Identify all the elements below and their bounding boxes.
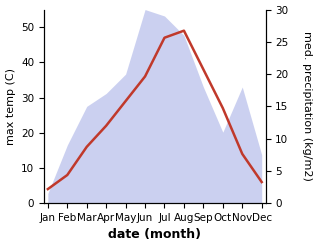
Y-axis label: med. precipitation (kg/m2): med. precipitation (kg/m2)	[302, 31, 313, 181]
Y-axis label: max temp (C): max temp (C)	[5, 68, 16, 145]
X-axis label: date (month): date (month)	[108, 228, 201, 242]
